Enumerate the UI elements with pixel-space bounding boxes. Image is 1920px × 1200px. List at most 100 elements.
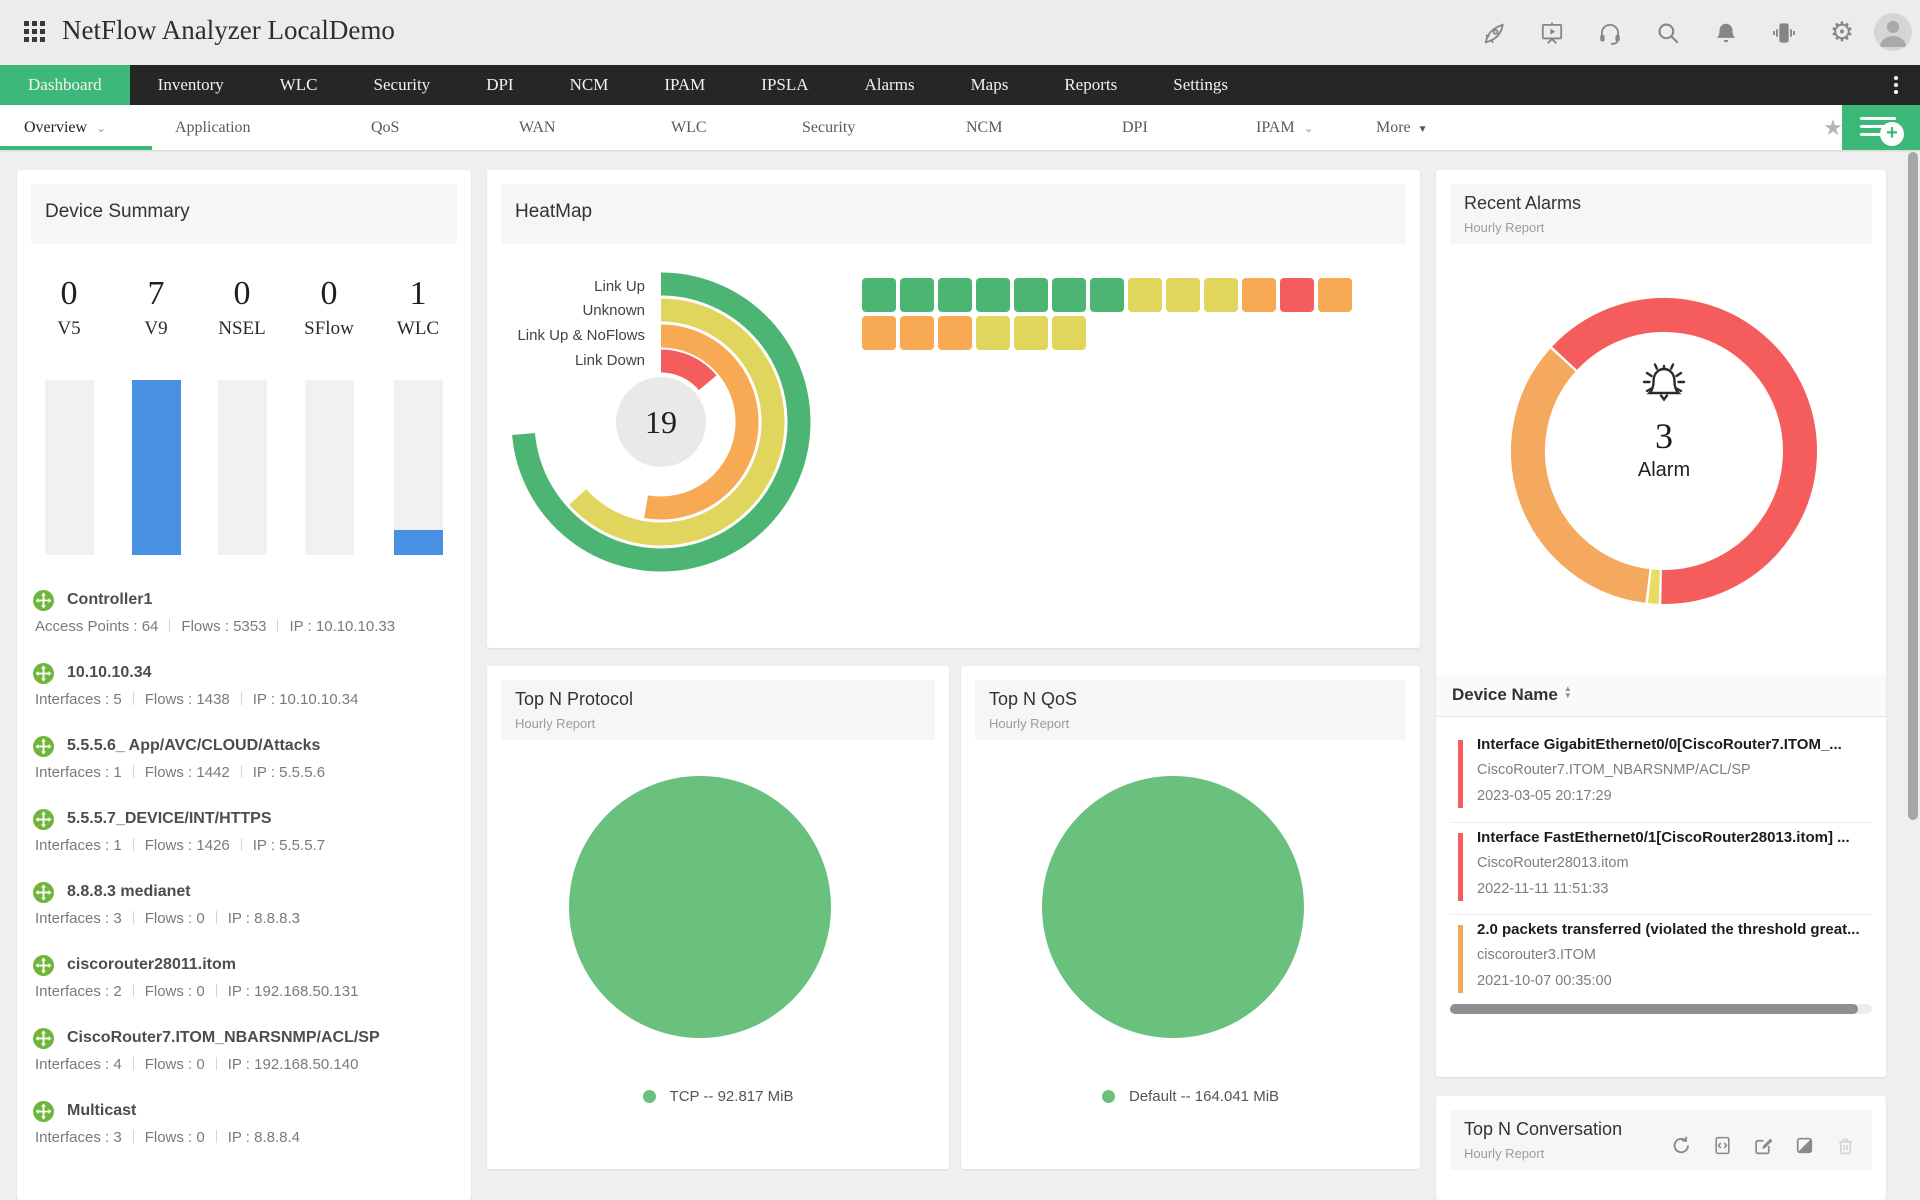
stat-bar-sflow[interactable] xyxy=(305,380,354,555)
stat-bar-nsel[interactable] xyxy=(218,380,267,555)
device-list-item[interactable]: CiscoRouter7.ITOM_NBARSNMP/ACL/SP Interfa… xyxy=(17,1028,471,1101)
subnav-tab-ncm[interactable]: NCM xyxy=(966,119,1003,136)
device-list-item[interactable]: 5.5.5.6_ App/AVC/CLOUD/Attacks Interfaces… xyxy=(17,736,471,809)
nav-tab-maps[interactable]: Maps xyxy=(970,75,1009,94)
card-title: Top N Conversation xyxy=(1464,1119,1623,1139)
scrollbar-thumb[interactable] xyxy=(1908,152,1918,820)
device-name: 5.5.5.7_DEVICE/INT/HTTPS xyxy=(67,810,272,827)
interface-cell-orange[interactable] xyxy=(938,316,972,350)
nav-tab-ipsla[interactable]: IPSLA xyxy=(761,75,809,94)
device-list-item[interactable]: Multicast Interfaces : 3 Flows : 0 IP : 8.8… xyxy=(17,1101,471,1174)
interface-cell-orange[interactable] xyxy=(1318,278,1352,312)
protocol-header: Top N Protocol Hourly Report xyxy=(501,680,935,740)
nav-tab-alarms[interactable]: Alarms xyxy=(864,75,915,94)
subnav-tab-wlc[interactable]: WLC xyxy=(671,119,707,136)
radial-arc-link-up-noflows[interactable] xyxy=(644,324,759,520)
nav-tab-inventory[interactable]: Inventory xyxy=(157,75,224,94)
device-list-item[interactable]: 5.5.5.7_DEVICE/INT/HTTPS Interfaces : 1 Fl… xyxy=(17,809,471,882)
settings-gear-icon[interactable]: ⚙ xyxy=(1829,17,1855,47)
radial-arc-link-up[interactable] xyxy=(512,272,811,572)
alarm-row[interactable]: Interface FastEthernet0/1[CiscoRouter280… xyxy=(1450,822,1872,914)
nav-tab-wlc[interactable]: WLC xyxy=(279,75,318,94)
rocket-icon[interactable] xyxy=(1480,19,1508,47)
interface-cell-green[interactable] xyxy=(1052,278,1086,312)
bell-icon[interactable] xyxy=(1712,19,1740,47)
interface-cell-yellow[interactable] xyxy=(1166,278,1200,312)
subnav-tab-overview[interactable]: Overview ⌄ xyxy=(24,119,107,136)
device-list-item[interactable]: Controller1 Access Points : 64 Flows : 535… xyxy=(17,590,471,663)
donut-segment-trouble[interactable] xyxy=(1511,348,1650,603)
interface-cell-green[interactable] xyxy=(900,278,934,312)
alarm-device: CiscoRouter28013.itom xyxy=(1477,855,1629,871)
flow-type-stat: 0 NSEL xyxy=(194,275,290,340)
presentation-icon[interactable] xyxy=(1538,19,1566,47)
interface-cell-yellow[interactable] xyxy=(1014,316,1048,350)
interface-cell-yellow[interactable] xyxy=(1052,316,1086,350)
interface-cell-yellow[interactable] xyxy=(1128,278,1162,312)
stat-bar-v9[interactable] xyxy=(132,380,181,555)
delete-icon[interactable] xyxy=(1834,1134,1856,1156)
radial-arc-unknown[interactable] xyxy=(569,298,785,546)
alarm-row[interactable]: Interface GigabitEthernet0/0[CiscoRouter… xyxy=(1450,730,1872,822)
nav-tab-ncm[interactable]: NCM xyxy=(569,75,609,94)
vibrate-icon[interactable] xyxy=(1770,19,1798,47)
scrollbar-thumb[interactable] xyxy=(1450,1004,1858,1014)
interface-cell-yellow[interactable] xyxy=(1204,278,1238,312)
device-list-item[interactable]: ciscorouter28011.itom Interfaces : 2 Flows… xyxy=(17,955,471,1028)
device-name-sort[interactable]: Device Name ▲ ▼ xyxy=(1452,684,1572,705)
radial-arc-link-down[interactable] xyxy=(660,349,717,391)
subnav-tab-more[interactable]: More ▼ xyxy=(1376,119,1428,136)
interface-cell-orange[interactable] xyxy=(1242,278,1276,312)
metric-value: Flows : 1442 xyxy=(144,764,230,781)
alarm-row[interactable]: 2.0 packets transferred (violated the th… xyxy=(1450,914,1872,1006)
subnav-tab-wan[interactable]: WAN xyxy=(519,119,556,136)
interface-cell-green[interactable] xyxy=(976,278,1010,312)
search-icon[interactable] xyxy=(1654,19,1682,47)
nav-overflow-menu-icon[interactable] xyxy=(1884,65,1908,105)
metric-separator xyxy=(215,984,217,997)
interface-cell-green[interactable] xyxy=(1014,278,1048,312)
interface-cell-green[interactable] xyxy=(938,278,972,312)
donut-segment-attention[interactable] xyxy=(1647,569,1660,604)
interface-cell-yellow[interactable] xyxy=(976,316,1010,350)
favorite-star-icon[interactable]: ★ xyxy=(1823,115,1843,140)
nav-tab-dpi[interactable]: DPI xyxy=(486,75,514,94)
interface-status-radial-chart[interactable] xyxy=(496,257,830,591)
embed-report-icon[interactable] xyxy=(1711,1134,1733,1156)
interface-cell-orange[interactable] xyxy=(862,316,896,350)
user-avatar[interactable] xyxy=(1874,13,1912,51)
stat-bar-v5[interactable] xyxy=(45,380,94,555)
interface-cell-orange[interactable] xyxy=(900,316,934,350)
interface-cell-red[interactable] xyxy=(1280,278,1314,312)
interface-cell-green[interactable] xyxy=(862,278,896,312)
edit-icon[interactable] xyxy=(1752,1134,1774,1156)
nav-tab-reports[interactable]: Reports xyxy=(1064,75,1118,94)
metric-value: Flows : 1426 xyxy=(144,837,230,854)
device-list-item[interactable]: 10.10.10.34 Interfaces : 5 Flows : 1438 IP … xyxy=(17,663,471,736)
alarm-device: ciscorouter3.ITOM xyxy=(1477,947,1596,963)
contrast-icon[interactable] xyxy=(1793,1134,1815,1156)
subnav-tab-dpi[interactable]: DPI xyxy=(1122,119,1148,136)
interface-cell-green[interactable] xyxy=(1090,278,1124,312)
card-title: Device Summary xyxy=(45,201,190,222)
apps-grid-icon[interactable] xyxy=(24,21,47,44)
refresh-icon[interactable] xyxy=(1670,1134,1692,1156)
stat-bar-wlc[interactable] xyxy=(394,380,443,555)
nav-tab-ipam[interactable]: IPAM xyxy=(664,75,706,94)
subnav-tab-security[interactable]: Security xyxy=(802,119,856,136)
subnav-tab-application[interactable]: Application xyxy=(175,119,251,136)
alarms-donut-chart[interactable] xyxy=(1484,271,1844,631)
qos-pie-chart[interactable] xyxy=(1042,776,1304,1038)
protocol-pie-chart[interactable] xyxy=(569,776,831,1038)
subnav-tab-ipam[interactable]: IPAM ⌄ xyxy=(1256,119,1314,136)
nav-tab-settings[interactable]: Settings xyxy=(1173,75,1229,94)
headset-icon[interactable] xyxy=(1596,19,1624,47)
status-label: Unknown xyxy=(582,302,645,319)
donut-segment-critical[interactable] xyxy=(1552,298,1817,604)
dashboard-list-icon xyxy=(1860,117,1896,141)
nav-tab-dashboard[interactable]: Dashboard xyxy=(0,65,130,105)
subnav-tab-qos[interactable]: QoS xyxy=(371,119,400,136)
add-dashboard-button[interactable]: + xyxy=(1842,105,1920,150)
nav-tab-security[interactable]: Security xyxy=(373,75,431,94)
